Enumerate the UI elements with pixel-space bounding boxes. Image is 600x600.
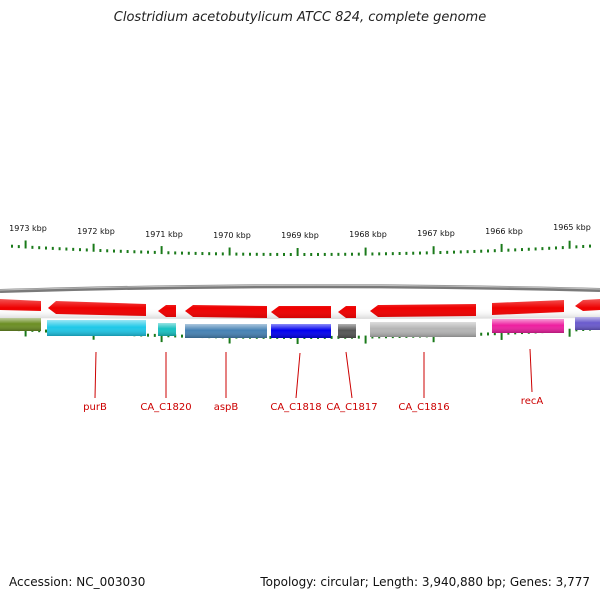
scale-label: 1969 kbp — [281, 231, 319, 240]
gene-label[interactable]: CA_C1818 — [270, 402, 321, 413]
gene-label[interactable]: aspB — [214, 402, 239, 413]
diagram-title: Clostridium acetobutylicum ATCC 824, com… — [113, 10, 487, 25]
gene-labels: purB CA_C1820 aspB CA_C1818 CA_C1817 CA_C1816… — [83, 348, 544, 413]
gene-block-shade — [492, 319, 564, 333]
gene-label[interactable]: CA_C1816 — [398, 402, 449, 413]
gene-block-shade — [47, 320, 146, 336]
gene-leader-line — [529, 348, 533, 393]
gene-label[interactable]: purB — [83, 402, 107, 413]
gene-leader-line — [295, 352, 301, 399]
gene-track — [0, 317, 600, 338]
gene-label[interactable]: recA — [521, 396, 544, 407]
scale-label: 1965 kbp — [553, 223, 591, 232]
gene-block-shade — [370, 322, 476, 337]
scale-label: 1970 kbp — [213, 231, 251, 240]
gene-leader-line — [345, 351, 353, 399]
scale-label: 1972 kbp — [77, 227, 115, 236]
gene-block-shade — [338, 324, 356, 338]
topology-label: Topology: circular; Length: 3,940,880 bp… — [260, 575, 590, 589]
accession-label: Accession: NC_003030 — [9, 575, 146, 589]
genome-backbone — [0, 284, 600, 293]
gene-label[interactable]: CA_C1820 — [140, 402, 191, 413]
scale-labels: 1973 kbp 1972 kbp 1971 kbp 1970 kbp 1969 kbp… — [9, 223, 591, 240]
scale-label: 1967 kbp — [417, 229, 455, 238]
gene-label[interactable]: CA_C1817 — [326, 402, 377, 413]
gene-block-shade — [158, 323, 176, 336]
scale-label: 1966 kbp — [485, 227, 523, 236]
gene-block-shade — [185, 324, 267, 338]
gene-leader-line — [94, 351, 97, 399]
gene-block-shade — [271, 324, 331, 338]
gene-block-shade — [0, 318, 41, 331]
scale-label: 1971 kbp — [145, 230, 183, 239]
gene-block-shade — [575, 317, 600, 330]
scale-label: 1973 kbp — [9, 224, 47, 233]
scale-label: 1968 kbp — [349, 230, 387, 239]
cds-track — [0, 299, 600, 319]
